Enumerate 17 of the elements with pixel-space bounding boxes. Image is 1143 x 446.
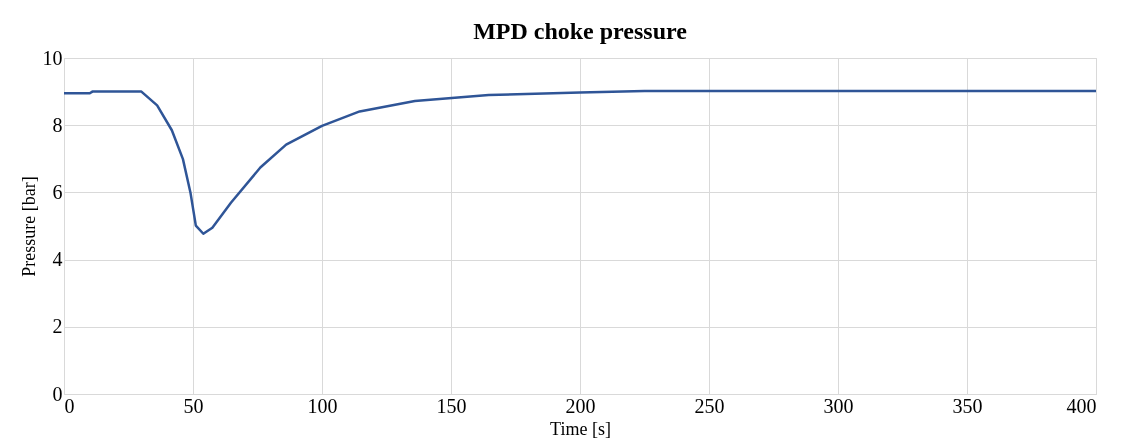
y-tick-label: 10 [42,46,63,69]
y-tick-label: 4 [52,248,63,271]
chart-title: MPD choke pressure [473,18,688,44]
line-series [62,89,1098,235]
x-tick-label: 50 [183,394,204,417]
y-axis-title: Pressure [bar] [18,176,39,277]
y-tick-label: 6 [52,180,63,203]
x-tick-label: 400 [1066,394,1097,417]
x-tick-label: 200 [565,394,596,417]
x-tick-label: 300 [823,394,854,417]
x-tick-label: 250 [694,394,725,417]
x-tick-label: 350 [952,394,983,417]
x-tick-label: 100 [307,394,338,417]
x-tick-label: 150 [436,394,467,417]
y-tick-label: 2 [52,315,63,338]
y-tick-label: 8 [52,113,63,136]
x-axis-title: Time [s] [550,418,611,439]
